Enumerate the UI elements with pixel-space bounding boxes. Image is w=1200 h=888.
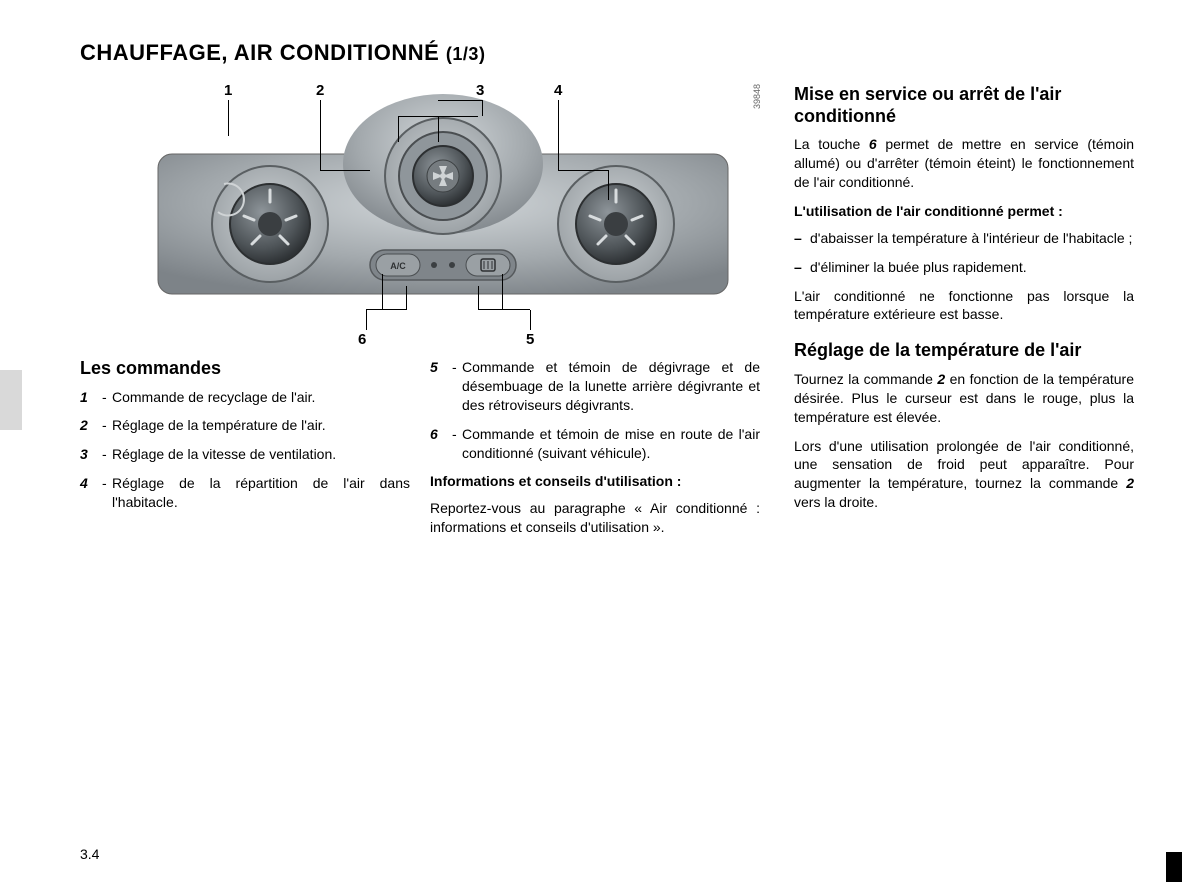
list-item: 6-Commande et témoin de mise en route de… bbox=[430, 425, 760, 463]
list-item: –d'abaisser la température à l'intérieur… bbox=[794, 229, 1134, 248]
ac-heading: Mise en service ou arrêt de l'air condit… bbox=[794, 84, 1134, 127]
side-tab bbox=[0, 370, 22, 430]
leader-4c bbox=[608, 170, 609, 200]
left-area: 39848 1 2 3 4 6 5 bbox=[80, 84, 770, 547]
leader-5c bbox=[478, 286, 479, 310]
controls-heading: Les commandes bbox=[80, 358, 410, 380]
leader-3b bbox=[438, 100, 482, 101]
col-left: Les commandes 1-Commande de recyclage de… bbox=[80, 358, 410, 547]
svg-text:A/C: A/C bbox=[390, 261, 406, 271]
ac-body-2: L'air conditionné ne fonctionne pas lors… bbox=[794, 287, 1134, 325]
leader-5a bbox=[530, 310, 531, 330]
leader-5d bbox=[502, 274, 503, 310]
temp-body-2: Lors d'une utilisation prolongée de l'ai… bbox=[794, 437, 1134, 513]
figure-code: 39848 bbox=[752, 84, 762, 109]
list-item: 2-Réglage de la température de l'air. bbox=[80, 416, 410, 435]
leader-6c bbox=[406, 286, 407, 310]
leader-6f bbox=[366, 309, 382, 310]
controls-list-2: 5-Commande et témoin de dégivrage et de … bbox=[430, 358, 760, 462]
leader-3a bbox=[438, 116, 439, 142]
leader-2a bbox=[320, 100, 321, 170]
list-item: 5-Commande et témoin de dégivrage et de … bbox=[430, 358, 760, 415]
title-part: (1/3) bbox=[446, 44, 486, 64]
info-body: Reportez-vous au paragraphe « Air condit… bbox=[430, 499, 760, 537]
callout-1: 1 bbox=[224, 82, 232, 99]
page-number: 3.4 bbox=[80, 846, 99, 862]
figure: 39848 1 2 3 4 6 5 bbox=[138, 84, 748, 344]
col-mid: 5-Commande et témoin de dégivrage et de … bbox=[430, 358, 760, 547]
leader-3e bbox=[398, 116, 399, 142]
temp-body-1: Tournez la commande 2 en fonction de la … bbox=[794, 370, 1134, 427]
content: 39848 1 2 3 4 6 5 bbox=[80, 84, 1140, 547]
page-title: CHAUFFAGE, AIR CONDITIONNÉ (1/3) bbox=[80, 40, 1140, 66]
list-item: 4-Réglage de la répartition de l'air dan… bbox=[80, 474, 410, 512]
lower-columns: Les commandes 1-Commande de recyclage de… bbox=[80, 358, 770, 547]
temp-heading: Réglage de la température de l'air bbox=[794, 340, 1134, 362]
ac-body-1: La touche 6 permet de mettre en service … bbox=[794, 135, 1134, 192]
callout-5: 5 bbox=[526, 331, 534, 348]
list-item: 1-Commande de recyclage de l'air. bbox=[80, 388, 410, 407]
callout-6: 6 bbox=[358, 331, 366, 348]
list-item: 3-Réglage de la vitesse de ventilation. bbox=[80, 445, 410, 464]
leader-3d bbox=[398, 116, 478, 117]
hvac-panel-illustration: A/C bbox=[138, 84, 748, 344]
leader-2b bbox=[320, 170, 370, 171]
corner-mark bbox=[1166, 852, 1182, 882]
col-right: Mise en service ou arrêt de l'air condit… bbox=[794, 84, 1134, 547]
leader-1 bbox=[228, 100, 229, 136]
callout-4: 4 bbox=[554, 82, 562, 99]
leader-4a bbox=[558, 100, 559, 170]
controls-list: 1-Commande de recyclage de l'air. 2-Régl… bbox=[80, 388, 410, 512]
callout-2: 2 bbox=[316, 82, 324, 99]
leader-4b bbox=[558, 170, 608, 171]
callout-3: 3 bbox=[476, 82, 484, 99]
leader-6a bbox=[366, 310, 367, 330]
title-main: CHAUFFAGE, AIR CONDITIONNÉ bbox=[80, 40, 446, 65]
leader-6e bbox=[382, 274, 383, 310]
leader-3c bbox=[482, 100, 483, 116]
list-item: –d'éliminer la buée plus rapidement. bbox=[794, 258, 1134, 277]
leader-5b bbox=[478, 309, 530, 310]
ac-sub: L'utilisation de l'air conditionné perme… bbox=[794, 202, 1134, 221]
info-label: Informations et conseils d'utilisation : bbox=[430, 472, 760, 491]
ac-bullets: –d'abaisser la température à l'intérieur… bbox=[794, 229, 1134, 277]
